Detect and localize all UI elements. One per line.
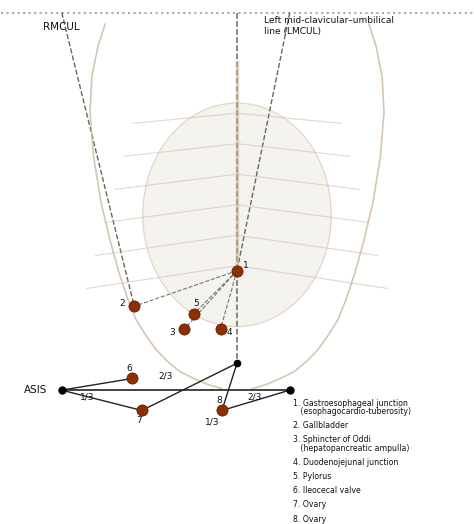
- Text: 1/3: 1/3: [80, 392, 94, 401]
- Text: 3. Sphincter of Oddi: 3. Sphincter of Oddi: [292, 435, 371, 444]
- Text: 4. Duodenojejunal junction: 4. Duodenojejunal junction: [292, 458, 398, 467]
- Text: 2. Gallbladder: 2. Gallbladder: [292, 421, 348, 430]
- Text: 7. Ovary: 7. Ovary: [292, 500, 326, 509]
- Text: 8: 8: [216, 396, 222, 405]
- Text: 6. Ileocecal valve: 6. Ileocecal valve: [292, 486, 360, 495]
- Text: 1. Gastroesophageal junction: 1. Gastroesophageal junction: [292, 399, 408, 408]
- Point: [217, 325, 224, 333]
- Text: ASIS: ASIS: [24, 385, 47, 395]
- Text: 8. Ovary: 8. Ovary: [292, 515, 326, 523]
- Text: 6: 6: [127, 364, 132, 373]
- Point: [218, 406, 226, 414]
- Text: 5: 5: [193, 299, 200, 308]
- Point: [233, 267, 241, 275]
- Point: [128, 374, 136, 383]
- Text: (hepatopancreatic ampulla): (hepatopancreatic ampulla): [292, 443, 409, 453]
- Text: RMCUL: RMCUL: [43, 22, 80, 32]
- Text: 2: 2: [119, 299, 125, 308]
- Point: [190, 310, 198, 318]
- Point: [181, 325, 188, 333]
- Ellipse shape: [143, 103, 331, 326]
- Point: [138, 406, 146, 414]
- Text: 2/3: 2/3: [248, 392, 262, 401]
- Text: 3: 3: [169, 328, 175, 337]
- Text: 2/3: 2/3: [158, 372, 173, 381]
- Text: Left mid-clavicular–umbilical
line (LMCUL): Left mid-clavicular–umbilical line (LMCU…: [264, 16, 394, 36]
- Text: (esophagocardio-tuberosity): (esophagocardio-tuberosity): [292, 407, 410, 416]
- Point: [130, 302, 138, 311]
- Text: 1: 1: [243, 261, 248, 270]
- Text: 1/3: 1/3: [205, 418, 220, 427]
- Text: 7: 7: [136, 416, 142, 425]
- Text: 5. Pylorus: 5. Pylorus: [292, 472, 331, 481]
- Text: 4: 4: [226, 328, 232, 337]
